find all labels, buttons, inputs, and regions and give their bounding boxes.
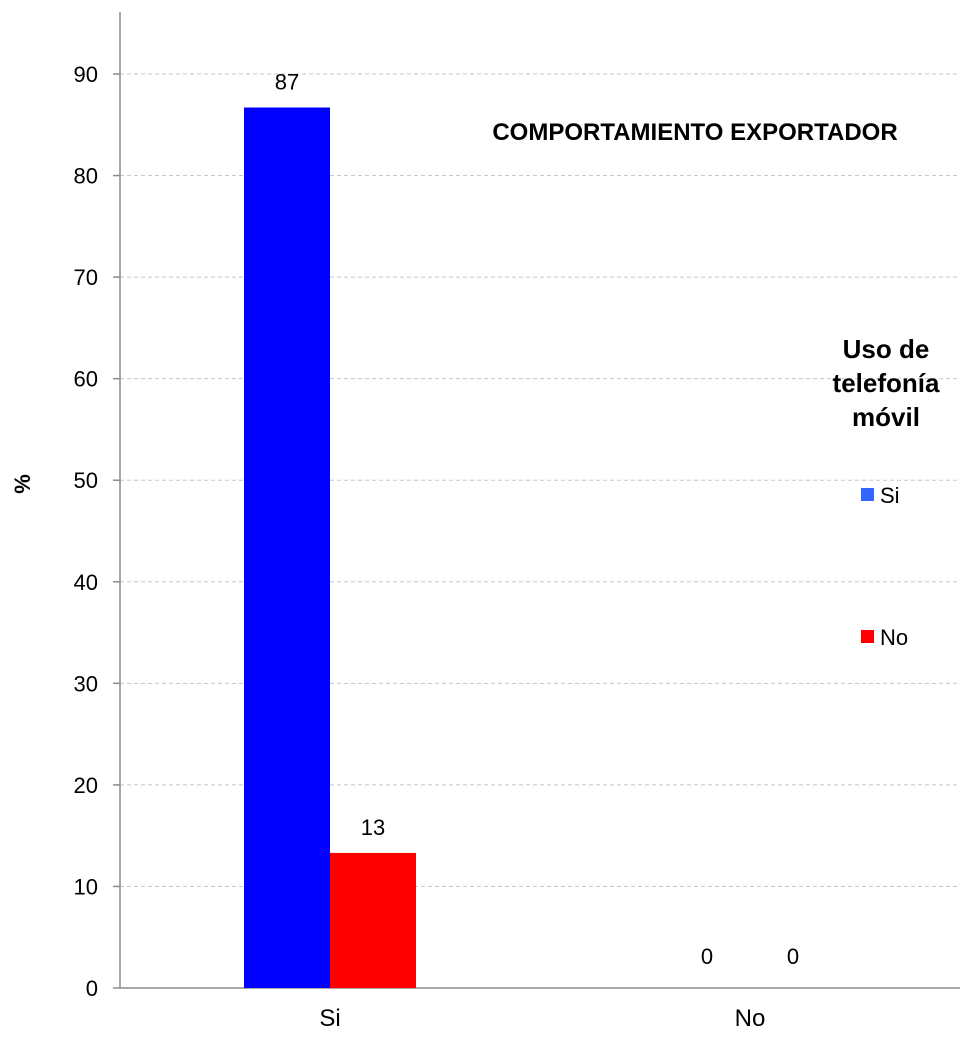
bar-no-si <box>330 852 416 988</box>
chart-title: COMPORTAMIENTO EXPORTADOR <box>492 119 897 146</box>
data-label: 87 <box>275 70 299 95</box>
y-tick-label: 20 <box>74 773 98 798</box>
y-axis-label: % <box>10 474 35 494</box>
y-tick-label: 90 <box>74 62 98 87</box>
data-label: 13 <box>361 815 385 840</box>
y-tick-label: 60 <box>74 367 98 392</box>
category-label: No <box>735 1005 766 1032</box>
y-tick-label: 30 <box>74 671 98 696</box>
legend-swatch <box>861 488 874 501</box>
y-tick-label: 80 <box>74 164 98 189</box>
y-tick-labels: 0 10 20 30 40 50 60 70 80 90 <box>74 62 120 1001</box>
y-tick-label: 50 <box>74 468 98 493</box>
y-tick-label: 0 <box>86 976 98 1001</box>
legend-label: Si <box>880 483 900 508</box>
legend-label: No <box>880 625 908 650</box>
data-labels: 87 13 0 0 <box>275 70 799 969</box>
y-tick-label: 40 <box>74 570 98 595</box>
data-label: 0 <box>701 944 713 969</box>
bars <box>244 107 416 989</box>
category-label: Si <box>319 1005 340 1032</box>
legend-swatch <box>861 630 874 643</box>
category-labels: Si No <box>319 1005 765 1032</box>
y-tick-label: 10 <box>74 874 98 899</box>
y-tick-label: 70 <box>74 265 98 290</box>
data-label: 0 <box>787 944 799 969</box>
legend-title-line-3: móvil <box>852 402 920 432</box>
bar-si-si <box>244 107 330 989</box>
legend-title-line-2: telefonía <box>833 368 940 398</box>
legend-title-line-1: Uso de <box>843 334 930 364</box>
legend: Uso de telefonía móvil Si No <box>833 334 940 650</box>
